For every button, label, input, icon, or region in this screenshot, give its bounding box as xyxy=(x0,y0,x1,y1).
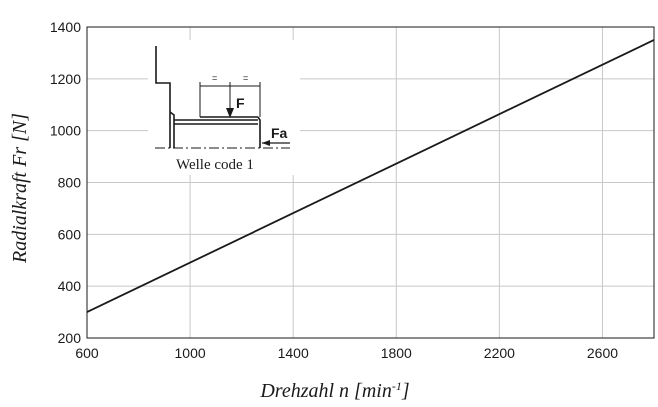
y-tick-label: 400 xyxy=(58,278,82,294)
x-tick-label: 600 xyxy=(75,345,99,361)
y-tick-label: 200 xyxy=(58,330,82,346)
x-tick-label: 2200 xyxy=(484,345,515,361)
series-lines xyxy=(86,39,655,313)
axial-force-label: Fa xyxy=(271,125,288,141)
y-tick-label: 600 xyxy=(58,226,82,242)
series-line xyxy=(86,39,655,313)
y-tick-label: 1000 xyxy=(50,123,81,139)
force-label: F xyxy=(236,95,245,111)
y-axis-title: Radialkraft Fr [N] xyxy=(9,113,31,264)
inset-caption: Welle code 1 xyxy=(176,157,254,173)
plot-frame xyxy=(86,26,655,339)
x-axis-title-end: ] xyxy=(401,380,410,402)
equal-mark-left: = xyxy=(212,73,217,83)
shaft-inset: = = F Fa Welle code 1 xyxy=(148,40,300,175)
x-axis-title: Drehzahl n [min-1] xyxy=(259,379,409,402)
equal-mark-right: = xyxy=(243,73,248,83)
x-tick-label: 1400 xyxy=(278,345,309,361)
y-tick-label: 1400 xyxy=(50,19,81,35)
axial-force-arrow-icon xyxy=(262,140,270,146)
inset-background xyxy=(148,40,300,175)
y-tick-label: 1200 xyxy=(50,71,81,87)
tick-labels: 200 400 600 800 1000 1200 1400 600 1000 1400 1800 2… xyxy=(50,19,618,361)
y-tick-label: 800 xyxy=(58,175,82,191)
x-tick-label: 1000 xyxy=(175,345,206,361)
shaft-drawing xyxy=(155,46,261,148)
x-axis-title-superscript: -1 xyxy=(392,379,402,393)
x-tick-label: 1800 xyxy=(381,345,412,361)
force-arrow-icon xyxy=(226,108,234,118)
x-axis-title-main: Drehzahl n [min xyxy=(259,380,391,402)
x-tick-label: 2600 xyxy=(587,345,618,361)
